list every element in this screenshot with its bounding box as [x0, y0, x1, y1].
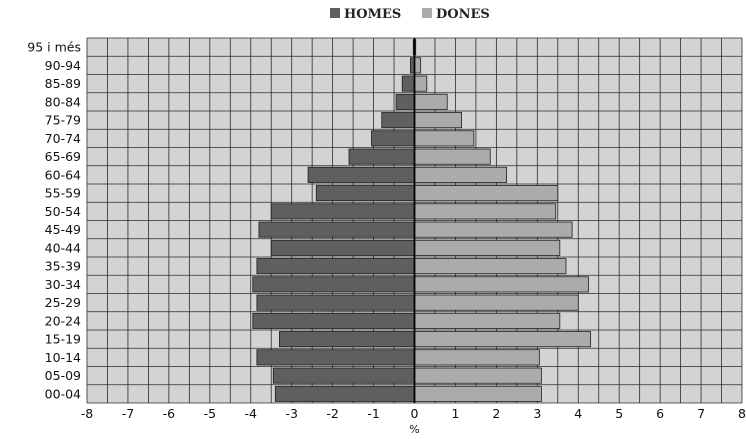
y-tick-label: 50-54 — [45, 204, 81, 219]
bar-dones — [414, 294, 579, 311]
bar-dones — [414, 331, 591, 348]
y-tick-label: 40-44 — [45, 240, 81, 255]
bar-dones — [414, 148, 491, 165]
x-tick-label: 7 — [697, 406, 705, 421]
plot-area — [86, 37, 743, 404]
x-tick-label: -3 — [285, 406, 297, 421]
bar-homes — [274, 385, 415, 402]
bar-homes — [252, 312, 415, 329]
bar-homes — [381, 112, 415, 129]
bar-dones — [414, 130, 475, 147]
y-tick-label: 25-29 — [45, 295, 81, 310]
bar-homes — [256, 258, 415, 275]
bar-dones — [414, 112, 462, 129]
x-tick-label: 3 — [533, 406, 541, 421]
bar-homes — [256, 294, 415, 311]
x-tick-label: -8 — [81, 406, 94, 421]
bar-dones — [414, 367, 542, 384]
bar-homes — [279, 331, 415, 348]
x-tick-label: -7 — [122, 406, 134, 421]
y-tick-label: 65-69 — [45, 149, 81, 164]
bar-homes — [401, 75, 415, 92]
y-tick-label: 05-09 — [45, 368, 81, 383]
bar-dones — [414, 221, 573, 238]
bar-dones — [414, 93, 448, 110]
bar-dones — [414, 57, 422, 74]
x-tick-label: 6 — [656, 406, 664, 421]
legend-label-dones: DONES — [436, 7, 490, 22]
bar-dones — [414, 258, 567, 275]
bar-homes — [270, 239, 415, 256]
bar-homes — [272, 367, 415, 384]
bar-homes — [348, 148, 415, 165]
x-tick-label: 5 — [615, 406, 623, 421]
bar-dones — [414, 203, 557, 220]
x-tick-label: 4 — [574, 406, 582, 421]
y-tick-label: 75-79 — [45, 113, 81, 128]
x-tick-label: 1 — [451, 406, 459, 421]
y-tick-label: 90-94 — [45, 58, 81, 73]
y-tick-label: 80-84 — [45, 94, 81, 109]
y-tick-label: 35-39 — [45, 259, 81, 274]
legend: HOMES DONES — [330, 7, 490, 22]
y-tick-label: 45-49 — [45, 222, 81, 237]
bar-homes — [252, 276, 415, 293]
bar-dones — [414, 239, 561, 256]
y-tick-label: 00-04 — [45, 386, 81, 401]
x-axis-labels: -8 -7 -6 -5 -4 -3 -2 -1 0 1 2 3 4 5 6 7 8 — [81, 406, 746, 421]
bar-dones — [414, 385, 542, 402]
y-tick-label: 30-34 — [45, 277, 81, 292]
x-tick-label: -6 — [163, 406, 176, 421]
y-tick-label: 10-14 — [45, 350, 81, 365]
bar-homes — [307, 166, 415, 183]
bar-dones — [414, 75, 428, 92]
bar-homes — [371, 130, 415, 147]
bar-homes — [395, 93, 415, 110]
y-tick-label: 85-89 — [45, 76, 81, 91]
x-axis-title: % — [409, 423, 419, 436]
bar-dones — [414, 185, 559, 202]
bar-homes — [256, 349, 415, 366]
x-tick-label: -4 — [245, 406, 258, 421]
y-tick-label: 15-19 — [45, 332, 81, 347]
y-tick-label: 95 i més — [27, 40, 81, 55]
legend-swatch-homes — [330, 8, 340, 18]
bar-dones — [414, 276, 589, 293]
y-tick-label: 55-59 — [45, 186, 81, 201]
legend-swatch-dones — [422, 8, 432, 18]
bar-homes — [270, 203, 415, 220]
bar-homes — [258, 221, 415, 238]
x-tick-label: -2 — [326, 406, 338, 421]
bar-dones — [414, 349, 540, 366]
y-tick-label: 70-74 — [45, 131, 81, 146]
bar-homes — [315, 185, 415, 202]
bar-dones — [414, 312, 561, 329]
x-tick-label: 8 — [738, 406, 746, 421]
y-tick-label: 60-64 — [45, 167, 81, 182]
x-tick-label: 0 — [411, 406, 419, 421]
y-tick-label: 20-24 — [45, 313, 81, 328]
x-tick-label: -1 — [367, 406, 379, 421]
x-tick-label: -5 — [204, 406, 216, 421]
x-tick-label: 2 — [492, 406, 500, 421]
legend-label-homes: HOMES — [344, 7, 401, 22]
bar-dones — [414, 166, 508, 183]
y-axis-labels: 95 i més 90-94 85-89 80-84 75-79 70-74 65-69 60… — [27, 40, 81, 402]
